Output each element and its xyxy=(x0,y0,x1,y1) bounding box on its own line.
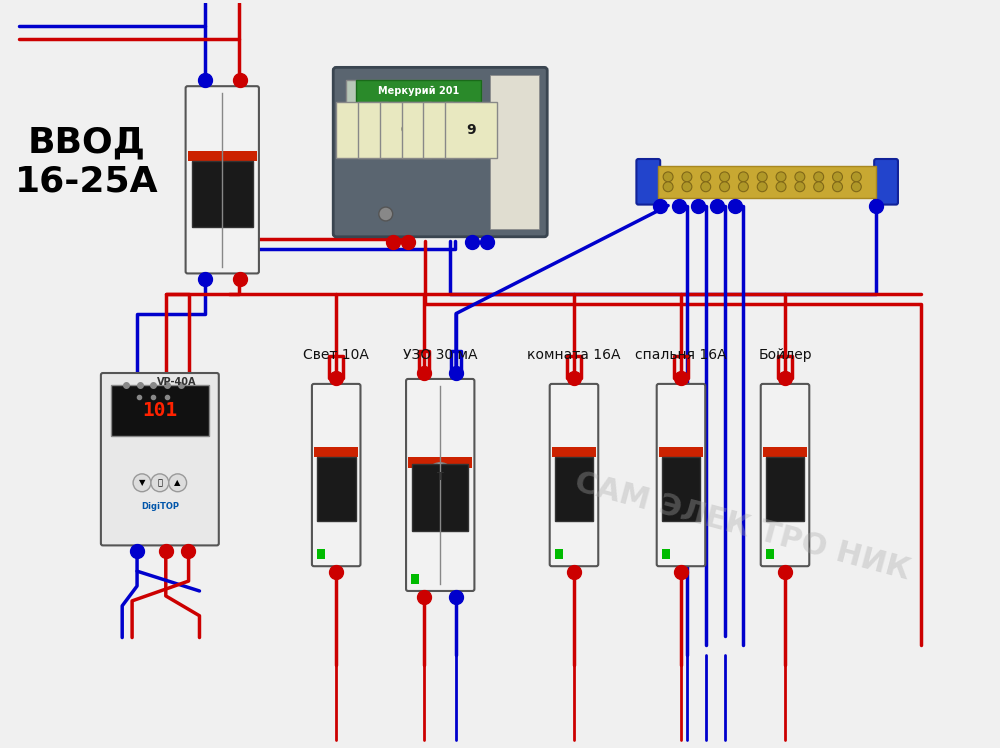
Text: ⓩ: ⓩ xyxy=(157,478,162,487)
Circle shape xyxy=(663,182,673,191)
Text: ▼: ▼ xyxy=(139,478,145,487)
Bar xyxy=(188,151,257,162)
FancyBboxPatch shape xyxy=(761,384,809,566)
Text: 1: 1 xyxy=(444,123,454,138)
Circle shape xyxy=(757,182,767,191)
Bar xyxy=(662,549,670,560)
Circle shape xyxy=(682,182,692,191)
Text: Бойлер: Бойлер xyxy=(758,348,812,362)
Bar xyxy=(346,80,481,147)
Bar xyxy=(490,76,539,229)
Circle shape xyxy=(814,182,824,191)
Text: ВВОД
16-25А: ВВОД 16-25А xyxy=(15,125,158,199)
Bar xyxy=(766,457,804,521)
Circle shape xyxy=(776,182,786,191)
FancyBboxPatch shape xyxy=(636,159,660,205)
Text: DigiTOP: DigiTOP xyxy=(141,502,179,511)
Text: 0: 0 xyxy=(401,123,410,138)
Circle shape xyxy=(833,182,842,191)
Text: VP-40A: VP-40A xyxy=(157,377,197,387)
Bar xyxy=(411,574,419,584)
FancyBboxPatch shape xyxy=(101,373,219,545)
Circle shape xyxy=(795,182,805,191)
Bar xyxy=(659,447,703,457)
Text: Свет 10А: Свет 10А xyxy=(303,348,369,362)
Circle shape xyxy=(701,182,711,191)
Circle shape xyxy=(738,172,748,182)
Circle shape xyxy=(133,474,151,491)
Text: 0: 0 xyxy=(423,123,432,138)
Text: ▲: ▲ xyxy=(174,478,181,487)
Bar xyxy=(662,457,700,521)
Circle shape xyxy=(426,463,454,491)
FancyBboxPatch shape xyxy=(874,159,898,205)
FancyBboxPatch shape xyxy=(186,86,259,274)
Bar xyxy=(317,457,356,521)
Circle shape xyxy=(169,474,187,491)
FancyBboxPatch shape xyxy=(312,384,360,566)
Bar xyxy=(658,166,876,197)
Circle shape xyxy=(851,172,861,182)
Circle shape xyxy=(738,182,748,191)
Circle shape xyxy=(851,182,861,191)
Circle shape xyxy=(757,172,767,182)
Bar xyxy=(356,80,481,102)
Bar xyxy=(314,447,358,457)
FancyBboxPatch shape xyxy=(657,384,705,566)
Bar xyxy=(192,162,253,227)
Text: Меркурий 201: Меркурий 201 xyxy=(378,86,459,96)
Circle shape xyxy=(663,172,673,182)
Text: спальня 16А: спальня 16А xyxy=(635,348,727,362)
Text: комната 16А: комната 16А xyxy=(527,348,621,362)
Circle shape xyxy=(833,172,842,182)
Bar xyxy=(763,447,807,457)
Text: 9: 9 xyxy=(466,123,476,138)
Text: 0: 0 xyxy=(379,123,389,138)
FancyBboxPatch shape xyxy=(333,67,547,237)
FancyBboxPatch shape xyxy=(406,379,474,591)
Bar xyxy=(555,457,593,521)
Circle shape xyxy=(814,172,824,182)
Circle shape xyxy=(379,207,393,221)
Circle shape xyxy=(682,172,692,182)
Bar xyxy=(408,457,472,468)
Circle shape xyxy=(776,172,786,182)
Bar xyxy=(111,385,209,435)
Text: САМ ЭЛЕК ТРО НИК: САМ ЭЛЕК ТРО НИК xyxy=(571,468,913,586)
Text: T: T xyxy=(437,472,444,482)
Text: 0: 0 xyxy=(357,123,367,138)
Text: УЗО 30 мА: УЗО 30 мА xyxy=(403,348,477,362)
Bar xyxy=(766,549,774,560)
Text: 101: 101 xyxy=(142,401,177,420)
Circle shape xyxy=(151,474,169,491)
Circle shape xyxy=(720,172,730,182)
Bar xyxy=(412,465,468,531)
Bar xyxy=(317,549,325,560)
Circle shape xyxy=(701,172,711,182)
Bar xyxy=(555,549,563,560)
FancyBboxPatch shape xyxy=(550,384,598,566)
Bar xyxy=(552,447,596,457)
Circle shape xyxy=(795,172,805,182)
Circle shape xyxy=(720,182,730,191)
